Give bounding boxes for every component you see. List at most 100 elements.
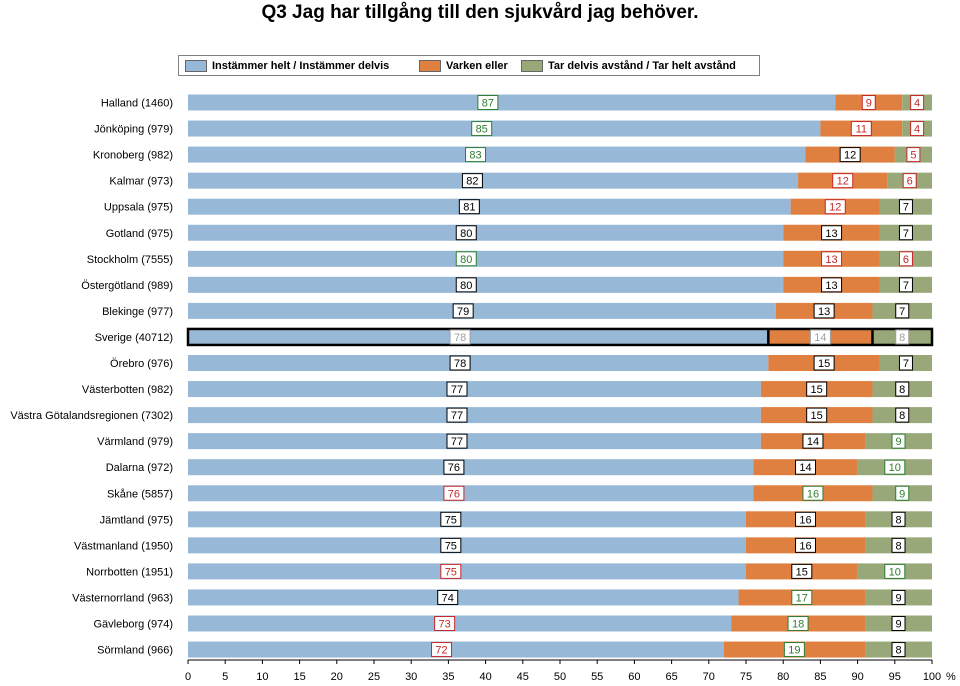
legend-label-neutral: Varken eller (446, 60, 508, 72)
x-tick-label: 80 (777, 671, 789, 683)
bar-segment (188, 172, 799, 189)
value-label: 76 (448, 488, 460, 500)
value-label-box (891, 616, 906, 631)
value-label: 14 (814, 332, 826, 344)
value-label: 8 (895, 540, 901, 552)
category-label: Norrbotten (1951) (86, 566, 173, 578)
x-tick-label: 100 (923, 671, 941, 683)
value-label: 19 (788, 645, 800, 657)
legend-swatch-disagree (521, 60, 543, 72)
value-label-box (821, 251, 843, 267)
value-label-box (891, 511, 906, 527)
value-label-box (431, 642, 453, 658)
value-label-box (806, 407, 828, 423)
value-label-box (440, 511, 462, 527)
value-label: 74 (442, 592, 454, 604)
value-label: 16 (807, 488, 819, 500)
bar-segment (188, 276, 784, 293)
value-label: 77 (451, 436, 463, 448)
value-label: 15 (811, 410, 823, 422)
value-label-box (465, 147, 487, 163)
value-label-box (821, 277, 843, 293)
category-label: Västra Götalandsregionen (7302) (10, 410, 173, 422)
value-label-box (839, 147, 861, 163)
value-label-box (824, 199, 846, 215)
value-label: 7 (903, 280, 909, 292)
value-label: 7 (899, 306, 905, 318)
value-label-box (440, 563, 462, 579)
value-label: 9 (895, 619, 901, 631)
value-label-box (895, 381, 910, 397)
x-tick-label: 55 (591, 671, 603, 683)
value-label-box (434, 616, 456, 631)
value-label: 10 (889, 566, 901, 578)
value-label-box (902, 173, 917, 189)
value-label: 9 (895, 436, 901, 448)
value-label: 76 (448, 462, 460, 474)
category-label: Västerbotten (982) (82, 384, 173, 396)
category-label: Västernorrland (963) (72, 592, 173, 604)
x-tick-label: 15 (293, 671, 305, 683)
value-label: 16 (799, 514, 811, 526)
bar-segment (188, 641, 724, 658)
value-label-box (471, 121, 493, 137)
legend-label-disagree: Tar delvis avstånd / Tar helt avstånd (548, 60, 736, 72)
value-label-box (884, 459, 906, 475)
value-label-box (783, 642, 805, 658)
value-label: 9 (899, 488, 905, 500)
x-tick-label: 60 (628, 671, 640, 683)
value-label-box (884, 563, 906, 579)
value-label-box (446, 407, 468, 423)
bar-segment (188, 615, 732, 632)
value-label-box (455, 277, 477, 293)
value-label-box (891, 537, 906, 553)
x-tick-label: 70 (703, 671, 715, 683)
value-label: 4 (914, 124, 920, 136)
bar-segment (188, 355, 769, 371)
value-label-box (452, 303, 474, 319)
value-label-box (895, 329, 910, 345)
value-label-box (440, 537, 462, 553)
value-label-box (802, 485, 824, 501)
value-label-box (443, 485, 465, 501)
x-tick-label: 20 (331, 671, 343, 683)
legend-swatch-neutral (419, 60, 441, 72)
value-label: 8 (899, 332, 905, 344)
value-label: 13 (825, 228, 837, 240)
legend-swatch-agree (185, 60, 207, 72)
value-label-box (850, 121, 872, 137)
value-label: 8 (895, 645, 901, 657)
bar-segment (188, 459, 754, 476)
category-label: Kronoberg (982) (93, 150, 173, 162)
value-label: 7 (903, 358, 909, 370)
value-label: 80 (460, 254, 472, 266)
value-label: 15 (796, 566, 808, 578)
legend: Instämmer helt / Instämmer delvis Varken… (178, 55, 760, 76)
value-label: 4 (914, 98, 920, 110)
value-label: 7 (903, 228, 909, 240)
value-label: 87 (482, 98, 494, 110)
value-label: 6 (907, 176, 913, 188)
value-label-box (895, 407, 910, 423)
value-label: 15 (818, 358, 830, 370)
value-label-box (795, 459, 817, 475)
value-label-box (821, 225, 843, 241)
bar-segment (188, 302, 776, 319)
bar-segment (188, 146, 806, 163)
bar-segment (188, 407, 761, 424)
value-label-box (795, 537, 817, 553)
value-label: 13 (818, 306, 830, 318)
value-label: 18 (792, 619, 804, 631)
value-label-box (791, 563, 813, 579)
value-label: 73 (439, 619, 451, 631)
highlight-frame (186, 327, 934, 347)
value-label-box (809, 329, 831, 345)
x-tick-label: 30 (405, 671, 417, 683)
value-label: 14 (807, 436, 819, 448)
value-label: 5 (910, 150, 916, 162)
value-label-box (446, 433, 468, 449)
x-tick-label: 85 (814, 671, 826, 683)
category-label: Stockholm (7555) (87, 254, 173, 266)
value-label-box (898, 225, 913, 241)
category-label: Värmland (979) (97, 436, 173, 448)
